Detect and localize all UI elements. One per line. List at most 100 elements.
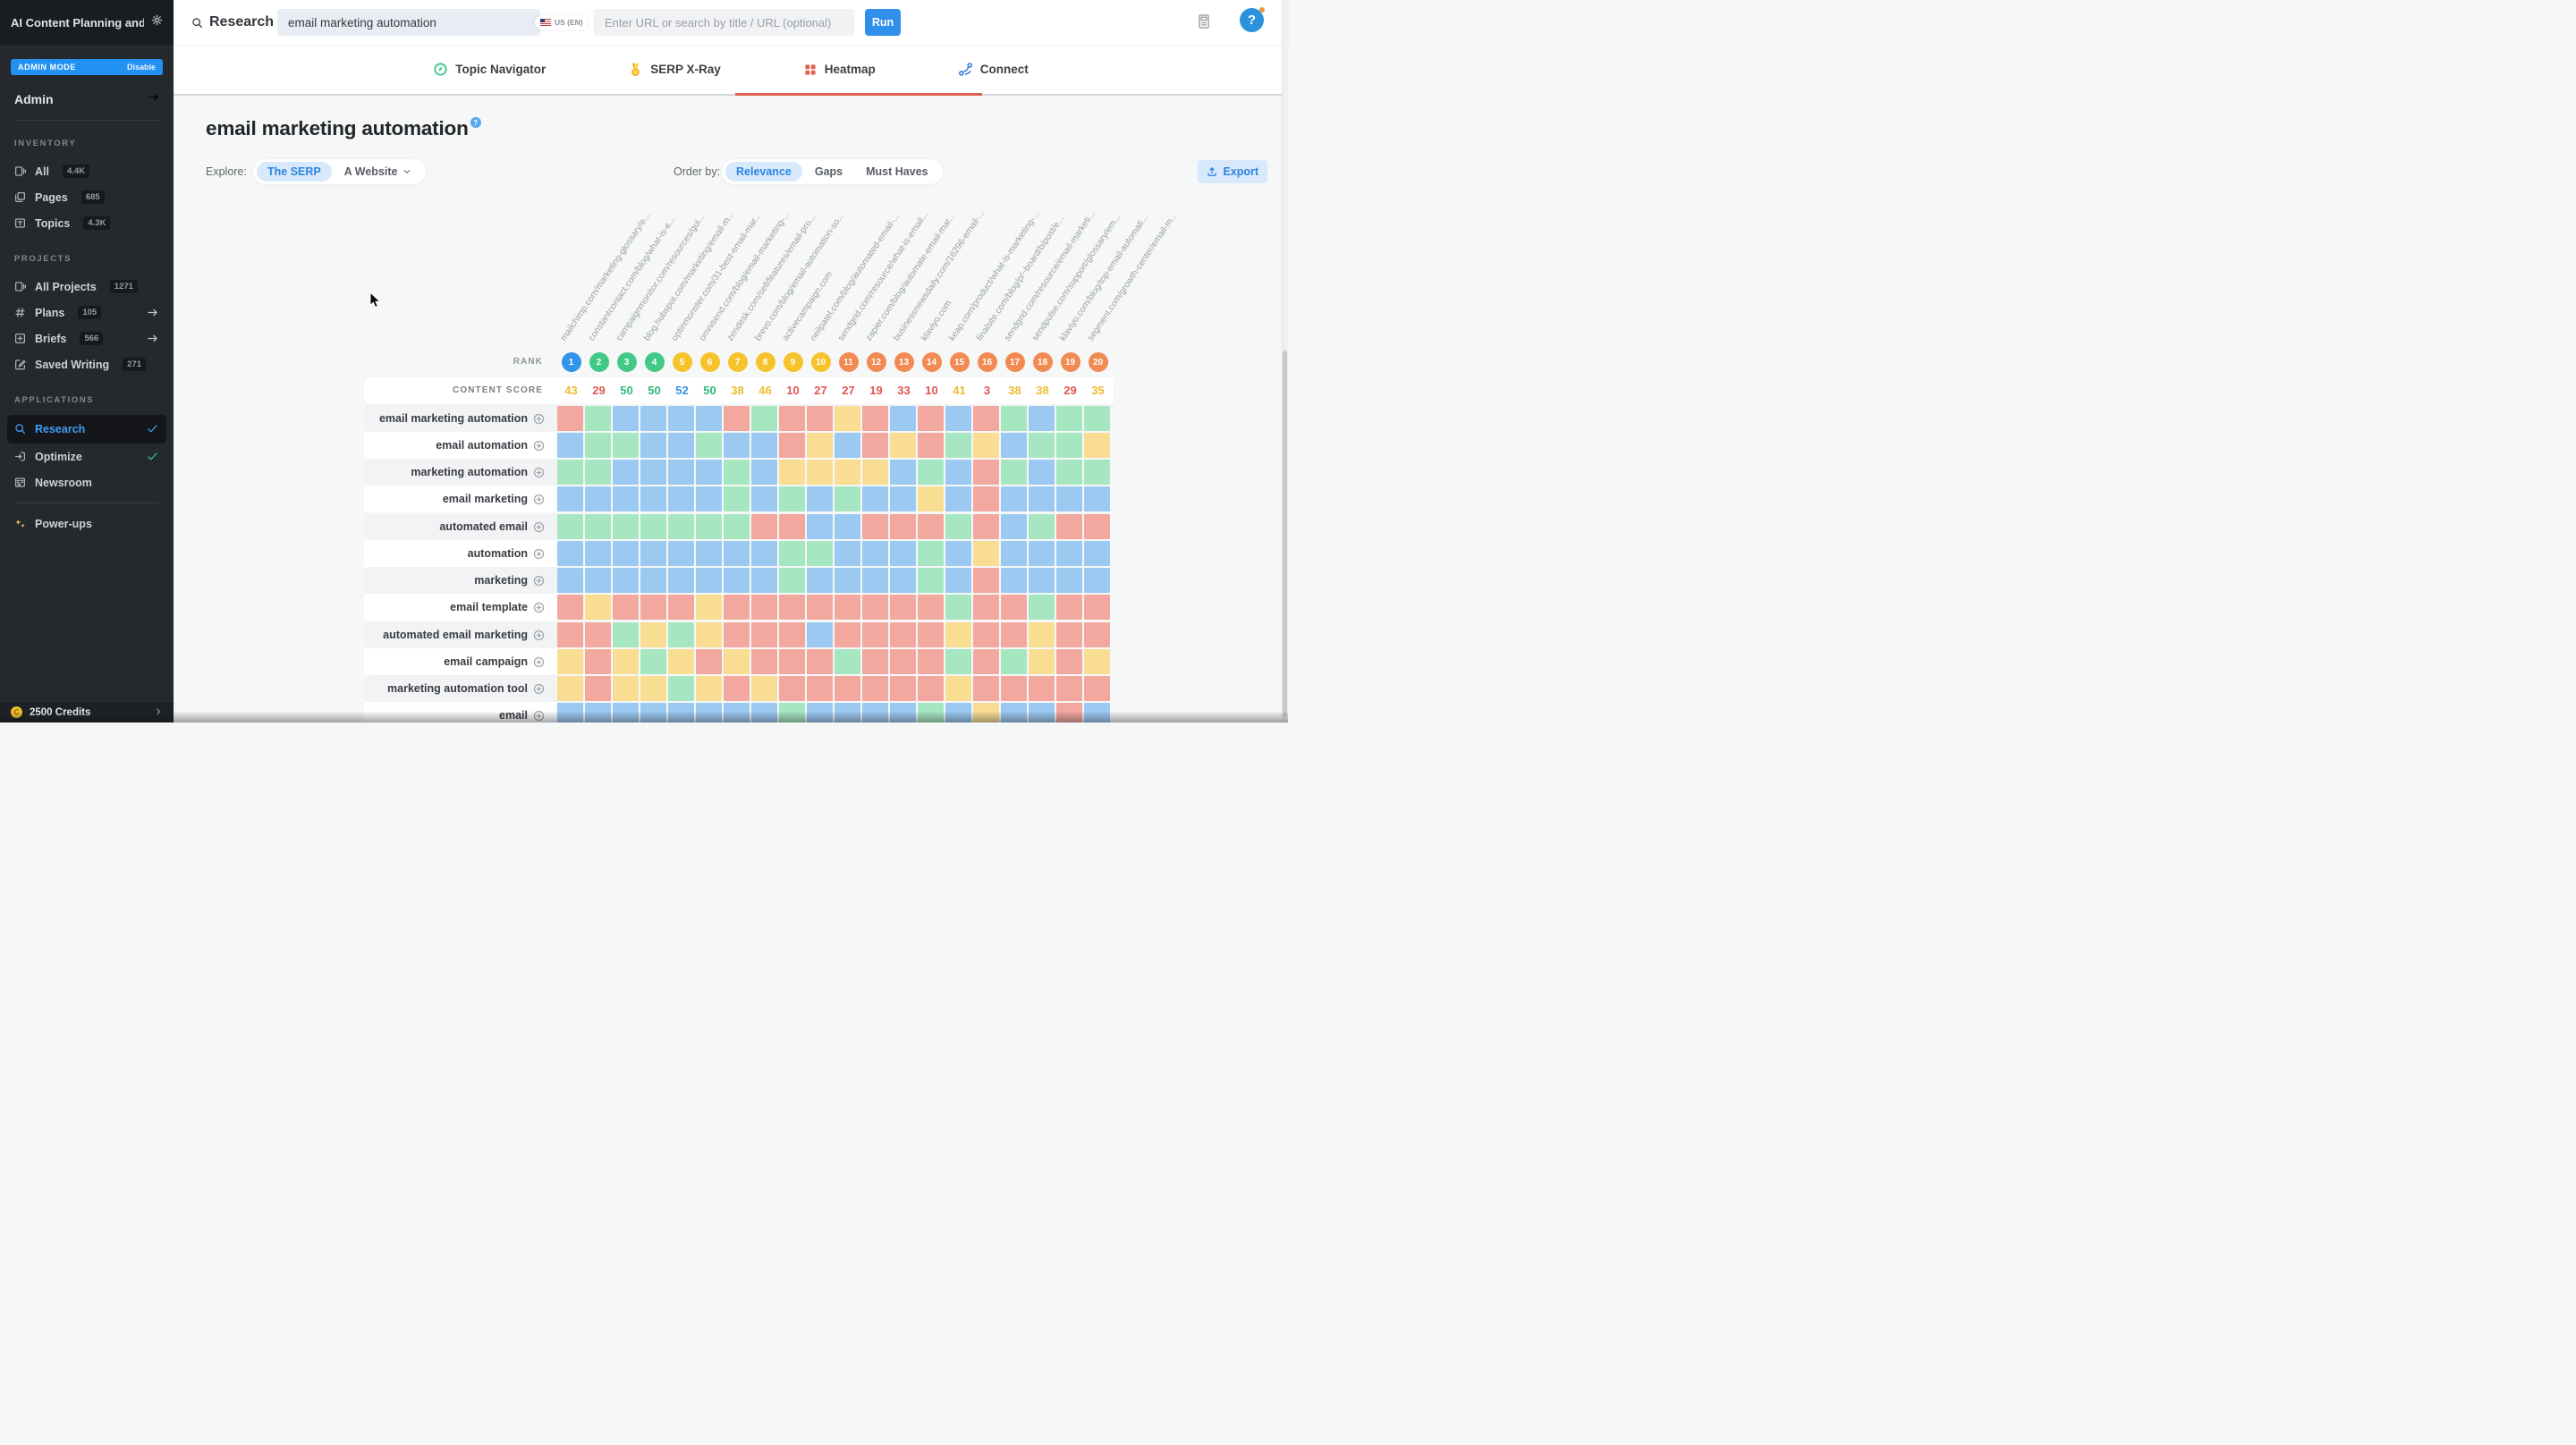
heatmap-cell[interactable] bbox=[640, 514, 666, 539]
heatmap-cell[interactable] bbox=[1029, 514, 1055, 539]
heatmap-cell[interactable] bbox=[779, 595, 805, 620]
heatmap-cell[interactable] bbox=[724, 622, 750, 647]
sidebar-item-optimize[interactable]: Optimize bbox=[0, 444, 174, 469]
heatmap-cell[interactable] bbox=[613, 460, 639, 485]
heatmap-cell[interactable] bbox=[751, 541, 777, 566]
heatmap-cell[interactable] bbox=[1084, 703, 1110, 722]
heatmap-cell[interactable] bbox=[724, 568, 750, 593]
heatmap-cell[interactable] bbox=[613, 649, 639, 674]
tab-connect[interactable]: Connect bbox=[958, 62, 1029, 77]
heatmap-cell[interactable] bbox=[890, 514, 916, 539]
heatmap-cell[interactable] bbox=[945, 649, 971, 674]
heatmap-cell[interactable] bbox=[1084, 541, 1110, 566]
heatmap-cell[interactable] bbox=[918, 514, 944, 539]
heatmap-cell[interactable] bbox=[862, 676, 888, 701]
heatmap-cell[interactable] bbox=[724, 676, 750, 701]
heatmap-cell[interactable] bbox=[613, 622, 639, 647]
heatmap-cell[interactable] bbox=[1084, 406, 1110, 431]
heatmap-cell[interactable] bbox=[779, 622, 805, 647]
heatmap-cell[interactable] bbox=[751, 568, 777, 593]
heatmap-cell[interactable] bbox=[945, 460, 971, 485]
heatmap-cell[interactable] bbox=[751, 676, 777, 701]
heatmap-cell[interactable] bbox=[1056, 486, 1082, 511]
admin-mode-banner[interactable]: ADMIN MODE Disable bbox=[11, 59, 163, 75]
heatmap-cell[interactable] bbox=[751, 514, 777, 539]
heatmap-cell[interactable] bbox=[779, 514, 805, 539]
heatmap-cell[interactable] bbox=[585, 541, 611, 566]
heatmap-cell[interactable] bbox=[724, 486, 750, 511]
heatmap-cell[interactable] bbox=[779, 460, 805, 485]
heatmap-cell[interactable] bbox=[835, 433, 860, 458]
heatmap-cell[interactable] bbox=[640, 676, 666, 701]
heatmap-cell[interactable] bbox=[835, 514, 860, 539]
heatmap-cell[interactable] bbox=[890, 622, 916, 647]
heatmap-cell[interactable] bbox=[724, 649, 750, 674]
heatmap-cell[interactable] bbox=[973, 568, 999, 593]
heatmap-cell[interactable] bbox=[918, 649, 944, 674]
heatmap-cell[interactable] bbox=[945, 433, 971, 458]
heatmap-cell[interactable] bbox=[640, 406, 666, 431]
heatmap-cell[interactable] bbox=[807, 622, 833, 647]
heatmap-cell[interactable] bbox=[668, 486, 694, 511]
heatmap-cell[interactable] bbox=[1001, 595, 1027, 620]
heatmap-cell[interactable] bbox=[1056, 676, 1082, 701]
heatmap-cell[interactable] bbox=[1084, 676, 1110, 701]
heatmap-cell[interactable] bbox=[696, 676, 722, 701]
heatmap-cell[interactable] bbox=[1056, 406, 1082, 431]
heatmap-cell[interactable] bbox=[1029, 406, 1055, 431]
heatmap-cell[interactable] bbox=[945, 676, 971, 701]
heatmap-cell[interactable] bbox=[862, 514, 888, 539]
heatmap-cell[interactable] bbox=[696, 595, 722, 620]
heatmap-cell[interactable] bbox=[613, 676, 639, 701]
heatmap-cell[interactable] bbox=[1001, 486, 1027, 511]
heatmap-cell[interactable] bbox=[862, 460, 888, 485]
rank-badge[interactable]: 9 bbox=[783, 352, 803, 372]
add-topic-icon[interactable] bbox=[533, 602, 545, 613]
add-topic-icon[interactable] bbox=[533, 440, 545, 452]
heatmap-cell[interactable] bbox=[918, 676, 944, 701]
heatmap-cell[interactable] bbox=[613, 703, 639, 722]
scrollbar-thumb[interactable] bbox=[1283, 351, 1287, 717]
heatmap-cell[interactable] bbox=[640, 460, 666, 485]
heatmap-cell[interactable] bbox=[557, 649, 583, 674]
heatmap-cell[interactable] bbox=[696, 406, 722, 431]
reader-icon[interactable] bbox=[1196, 13, 1214, 31]
heatmap-cell[interactable] bbox=[613, 486, 639, 511]
url-input[interactable] bbox=[594, 9, 854, 36]
heatmap-cell[interactable] bbox=[1056, 649, 1082, 674]
heatmap-cell[interactable] bbox=[696, 460, 722, 485]
sidebar-item-briefs[interactable]: Briefs 566 bbox=[0, 325, 174, 351]
sidebar-item-topics[interactable]: Topics 4.3K bbox=[0, 210, 174, 236]
heatmap-cell[interactable] bbox=[1029, 649, 1055, 674]
heatmap-cell[interactable] bbox=[779, 676, 805, 701]
heatmap-cell[interactable] bbox=[557, 406, 583, 431]
heatmap-cell[interactable] bbox=[918, 595, 944, 620]
heatmap-cell[interactable] bbox=[668, 649, 694, 674]
heatmap-cell[interactable] bbox=[668, 406, 694, 431]
heatmap-cell[interactable] bbox=[862, 541, 888, 566]
rank-badge[interactable]: 4 bbox=[644, 352, 665, 372]
heatmap-cell[interactable] bbox=[945, 486, 971, 511]
heatmap-cell[interactable] bbox=[613, 433, 639, 458]
heatmap-cell[interactable] bbox=[640, 703, 666, 722]
heatmap-cell[interactable] bbox=[557, 433, 583, 458]
heatmap-cell[interactable] bbox=[807, 703, 833, 722]
heatmap-cell[interactable] bbox=[640, 649, 666, 674]
heatmap-cell[interactable] bbox=[557, 595, 583, 620]
heatmap-cell[interactable] bbox=[973, 486, 999, 511]
add-topic-icon[interactable] bbox=[533, 575, 545, 587]
heatmap-cell[interactable] bbox=[557, 622, 583, 647]
heatmap-cell[interactable] bbox=[862, 433, 888, 458]
heatmap-cell[interactable] bbox=[1001, 703, 1027, 722]
heatmap-cell[interactable] bbox=[807, 433, 833, 458]
heatmap-cell[interactable] bbox=[668, 595, 694, 620]
heatmap-cell[interactable] bbox=[1029, 568, 1055, 593]
sidebar-item-admin[interactable]: Admin bbox=[0, 86, 174, 113]
add-topic-icon[interactable] bbox=[533, 548, 545, 560]
heatmap-cell[interactable] bbox=[640, 433, 666, 458]
heatmap-cell[interactable] bbox=[613, 568, 639, 593]
rank-badge[interactable]: 8 bbox=[755, 352, 775, 372]
heatmap-cell[interactable] bbox=[751, 486, 777, 511]
heatmap-cell[interactable] bbox=[585, 406, 611, 431]
heatmap-cell[interactable] bbox=[1029, 541, 1055, 566]
